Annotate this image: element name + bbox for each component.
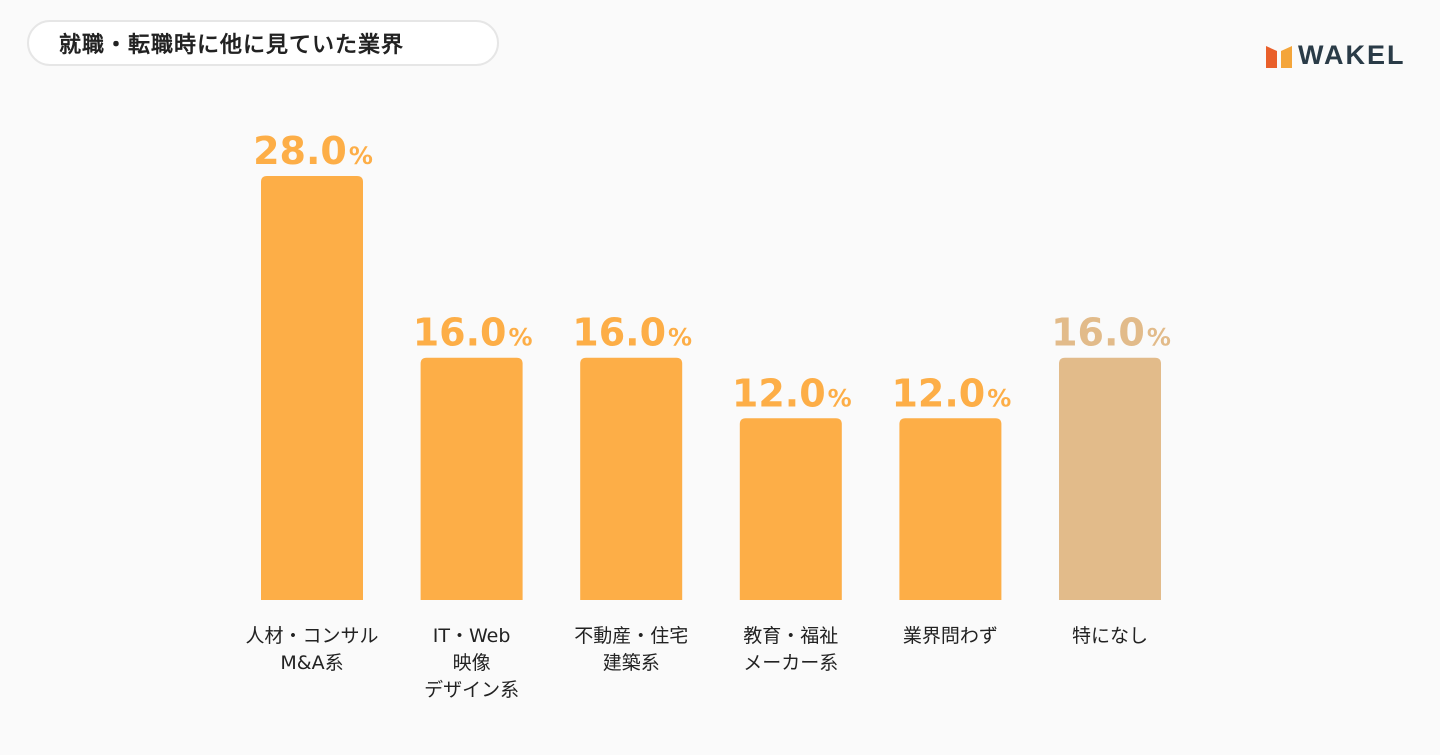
brand-logo: WAKEL <box>1266 40 1406 70</box>
category-label-4-line-0: 業界問わず <box>903 625 998 647</box>
category-label-3-line-1: メーカー系 <box>743 652 838 674</box>
brand-mark-icon <box>1266 46 1292 68</box>
bar-5 <box>1059 357 1161 600</box>
brand-mark-left-shape <box>1266 46 1277 68</box>
brand-name: WAKEL <box>1298 40 1406 70</box>
value-label-4: 12.0% <box>891 371 1011 415</box>
bar-0 <box>261 176 363 600</box>
category-label-2-line-0: 不動産・住宅 <box>574 625 688 647</box>
bar-1 <box>420 357 523 600</box>
category-label-0-line-1: M&A系 <box>280 652 343 674</box>
category-label-3-line-0: 教育・福祉 <box>743 625 838 647</box>
value-label-1: 16.0% <box>413 311 533 355</box>
category-label-2-line-1: 建築系 <box>603 652 660 674</box>
value-label-3: 12.0% <box>732 371 852 415</box>
value-label-5: 16.0% <box>1051 311 1171 355</box>
bar-4 <box>899 418 1002 600</box>
chart-title: 就職・転職時に他に見ていた業界 <box>59 33 405 58</box>
category-label-1-line-0: IT・Web <box>433 625 511 647</box>
title-pill: 就職・転職時に他に見ていた業界 <box>27 20 499 66</box>
bar-3 <box>739 418 842 600</box>
category-label-0-line-0: 人材・コンサル <box>245 625 378 647</box>
category-label-1-line-1: 映像 <box>453 652 491 674</box>
value-label-2: 16.0% <box>572 311 692 355</box>
category-label-5-line-0: 特になし <box>1072 625 1148 647</box>
value-label-0: 28.0% <box>253 129 373 173</box>
category-label-1-line-2: デザイン系 <box>424 679 519 701</box>
bar-2 <box>580 357 683 600</box>
brand-mark-right-shape <box>1281 46 1292 68</box>
